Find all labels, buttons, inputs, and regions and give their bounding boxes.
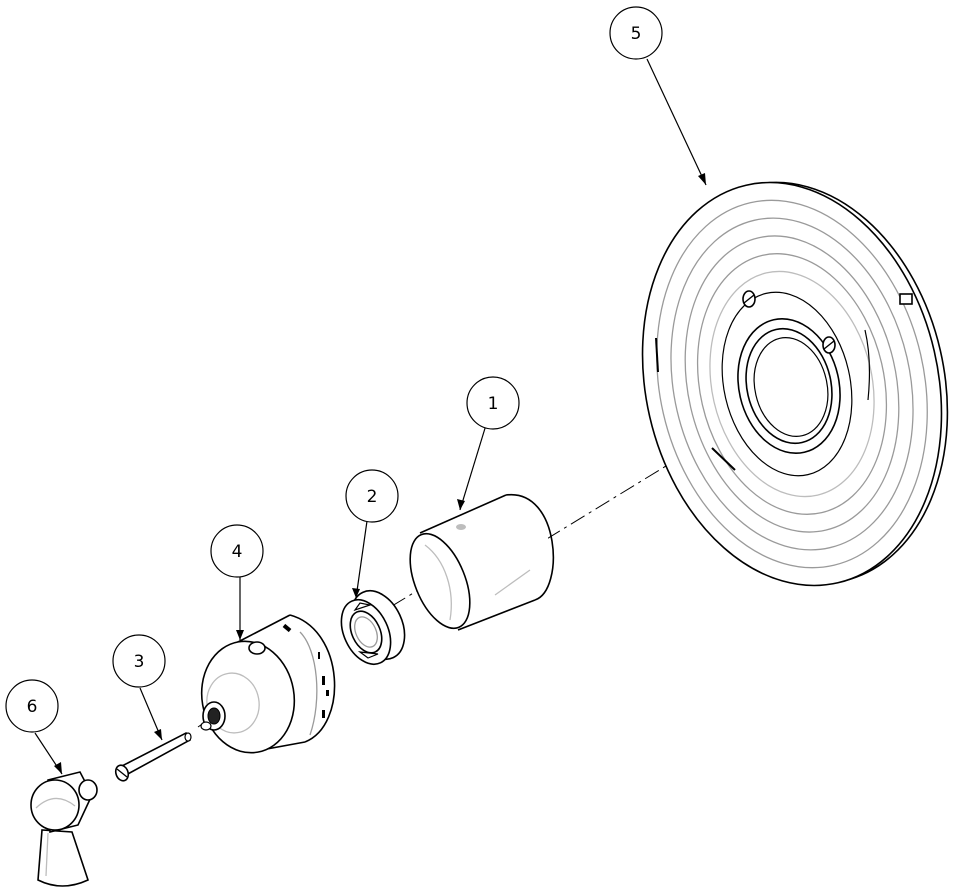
callout-1-label: 1 bbox=[488, 394, 499, 414]
part-6-lever bbox=[30, 771, 98, 887]
leader-line-5 bbox=[646, 58, 707, 186]
callout-2-label: 2 bbox=[367, 487, 378, 507]
leader-line-1 bbox=[459, 424, 487, 511]
callout-1: 1 bbox=[466, 376, 520, 430]
callout-6: 6 bbox=[5, 679, 59, 733]
part-4-handle-body bbox=[200, 614, 336, 754]
callout-6-label: 6 bbox=[27, 697, 38, 717]
part-1-sleeve bbox=[409, 494, 554, 631]
callout-4: 4 bbox=[210, 524, 264, 578]
part-2-adapter-ring bbox=[340, 590, 406, 665]
callout-3: 3 bbox=[112, 634, 166, 688]
callout-2: 2 bbox=[345, 469, 399, 523]
part-5-escutcheon-plate bbox=[641, 181, 949, 587]
leader-line-2 bbox=[355, 520, 368, 599]
screw-head-upper bbox=[742, 290, 756, 308]
callout-4-label: 4 bbox=[232, 542, 243, 562]
callout-5-label: 5 bbox=[631, 24, 642, 44]
screw-head-lower bbox=[822, 336, 836, 354]
part-3-screw bbox=[114, 731, 192, 782]
callout-5: 5 bbox=[609, 6, 663, 60]
callout-3-label: 3 bbox=[134, 652, 145, 672]
